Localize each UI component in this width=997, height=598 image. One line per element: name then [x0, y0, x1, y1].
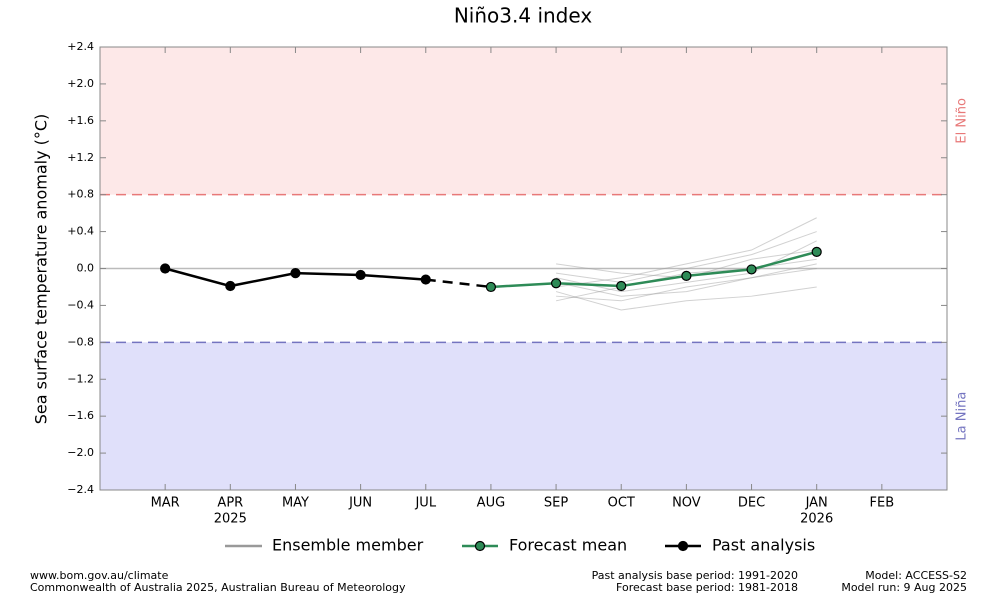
y-tick-label: +2.0 [67, 77, 94, 90]
x-tick-label: FEB [870, 496, 895, 511]
ensemble-line [556, 231, 817, 283]
y-tick-label: −1.2 [67, 372, 94, 385]
ensemble-line [556, 217, 817, 288]
legend-label: Past analysis [712, 536, 815, 555]
y-tick-label: +1.6 [67, 114, 94, 127]
x-tick-label: JUL [414, 496, 436, 511]
threshold-band [100, 342, 947, 490]
footer-text: www.bom.gov.au/climate [30, 569, 169, 582]
data-point [485, 281, 497, 293]
x-tick-label: OCT [608, 496, 635, 511]
footer-text: Past analysis base period: 1991-2020 [592, 569, 798, 582]
x-tick-label: MAY [282, 496, 309, 511]
data-point [616, 280, 627, 292]
x-tick-label: APR [217, 496, 243, 511]
y-tick-label: 0.0 [77, 262, 95, 275]
data-point [420, 274, 431, 285]
x-tick-label: NOV [672, 496, 701, 511]
data-point [550, 278, 562, 289]
ensemble-line [555, 286, 817, 311]
legend-label: Ensemble member [272, 536, 424, 555]
legend-marker [474, 540, 486, 552]
threshold-label: La Niña [955, 392, 970, 441]
y-tick-label: +0.4 [67, 225, 94, 238]
chart-title: Niño3.4 index [454, 4, 592, 28]
y-tick-label: −0.8 [67, 335, 94, 348]
y-tick-label: −2.0 [67, 446, 94, 459]
legend-marker [677, 540, 689, 552]
series-line [490, 250, 818, 289]
link-line [425, 278, 492, 289]
ensemble-line [555, 268, 817, 297]
data-point [681, 270, 692, 281]
x-tick-label: SEP [544, 496, 568, 511]
y-tick-label: +2.4 [67, 40, 94, 53]
y-tick-label: +1.2 [67, 151, 94, 164]
footer-text: Commonwealth of Australia 2025, Australi… [30, 581, 406, 594]
y-tick-label: −0.4 [67, 298, 94, 311]
data-point [290, 268, 301, 279]
x-tick-label: DEC [738, 496, 765, 511]
threshold-label: El Niño [955, 98, 970, 144]
data-point [160, 263, 171, 274]
data-point [355, 269, 366, 281]
y-tick-label: −1.6 [67, 409, 94, 422]
x-tick-label: AUG [477, 496, 505, 511]
x-tick-label: MAR [151, 496, 180, 511]
x-tick-label: JUN [348, 496, 372, 511]
data-point [225, 280, 236, 292]
x-tick-sublabel: 2026 [800, 512, 833, 527]
y-tick-label: +0.8 [67, 188, 94, 201]
footer-text: Model: ACCESS-S2 [865, 569, 967, 582]
x-tick-label: JAN [805, 496, 828, 511]
footer-text: Forecast base period: 1981-2018 [616, 581, 798, 594]
data-point [811, 246, 822, 257]
footer-text: Model run: 9 Aug 2025 [841, 581, 967, 594]
data-point [746, 264, 757, 275]
legend-label: Forecast mean [509, 536, 627, 555]
y-axis-label: Sea surface temperature anomaly (°C) [32, 114, 51, 425]
x-tick-sublabel: 2025 [214, 512, 247, 527]
threshold-band [100, 47, 947, 195]
ensemble-line [556, 263, 817, 302]
y-tick-label: −2.4 [67, 483, 94, 496]
